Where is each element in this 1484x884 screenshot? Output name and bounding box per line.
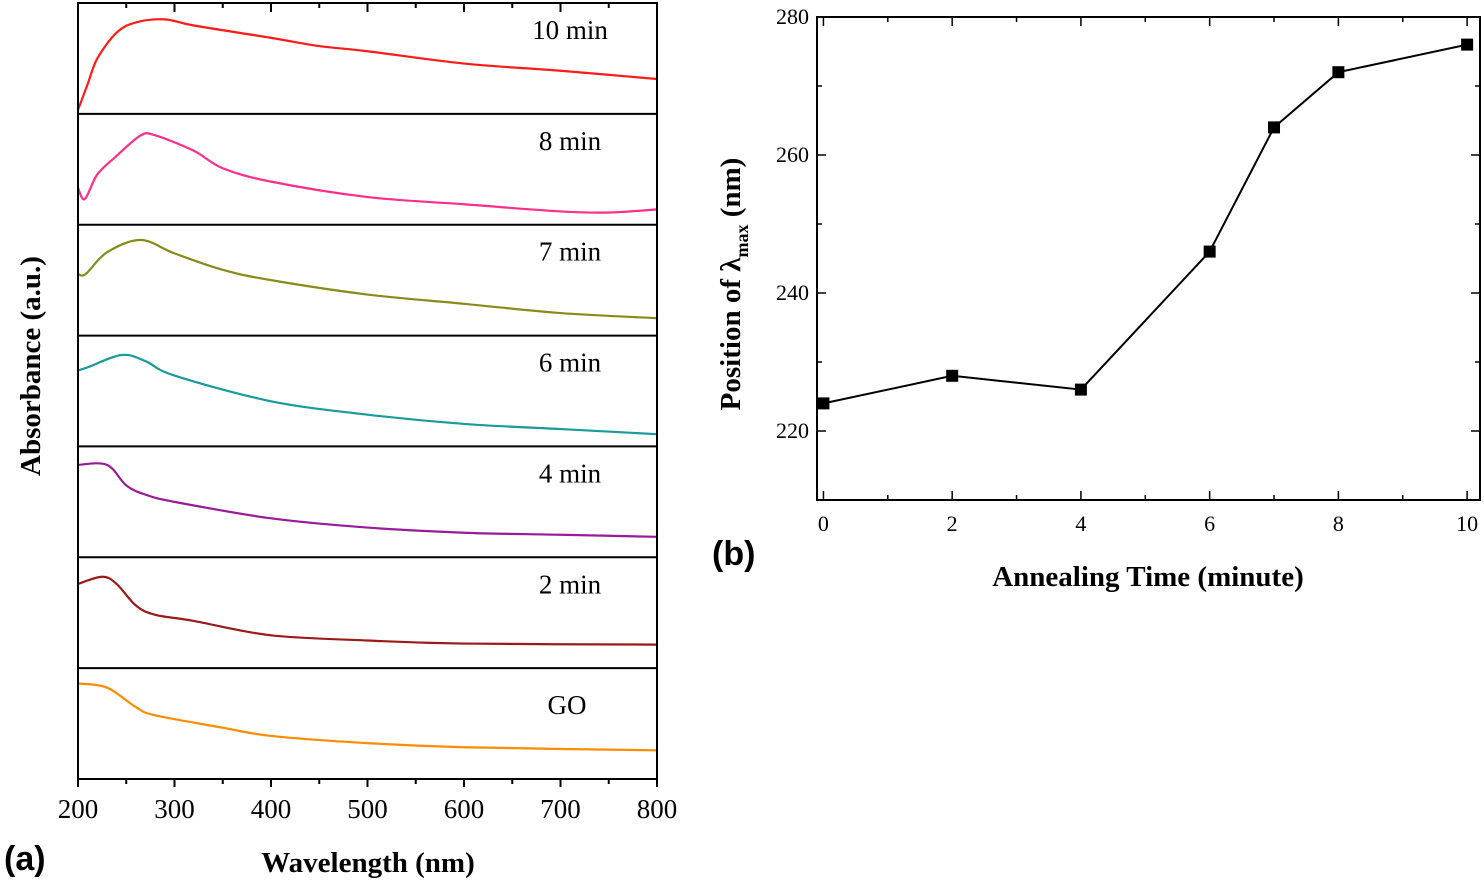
x-tick-label: 700 <box>540 794 581 824</box>
series-label: 10 min <box>532 15 608 45</box>
y-tick-label: 240 <box>776 280 809 305</box>
ylabel-suffix: (nm) <box>715 158 747 225</box>
series-line-go <box>77 682 658 752</box>
series-line-4-min <box>77 462 658 538</box>
x-tick-label: 0 <box>818 511 829 536</box>
ylabel-subscript: max <box>732 225 752 258</box>
series-line-2-min <box>77 575 658 646</box>
panel-a-y-axis-title: Absorbance (a.u.) <box>15 256 47 476</box>
panel-a-x-axis-title: Wavelength (nm) <box>261 847 474 879</box>
y-tick-label: 280 <box>776 4 809 29</box>
series-line-10-min <box>76 18 658 111</box>
data-point-marker <box>1074 383 1087 396</box>
y-tick-label: 220 <box>776 418 809 443</box>
series-label: 2 min <box>539 569 602 599</box>
series-label: 8 min <box>539 126 602 156</box>
panel-b-label: (b) <box>712 535 755 573</box>
x-tick-label: 400 <box>251 794 292 824</box>
x-tick-label: 500 <box>347 794 388 824</box>
data-line <box>823 43 1468 405</box>
x-tick-label: 200 <box>58 794 99 824</box>
plot-frame <box>816 16 1481 501</box>
x-tick-label: 6 <box>1204 511 1215 536</box>
series-line-7-min <box>77 238 658 320</box>
series-line-6-min <box>77 353 658 436</box>
panel-a: 10 min 8 min 7 min 6 min 4 min 2 min GO 200 300 4… <box>58 2 678 824</box>
ylabel-prefix: Position of λ <box>715 257 747 411</box>
panel-b-x-axis-title: Annealing Time (minute) <box>992 561 1304 593</box>
series-line-8-min <box>76 131 658 214</box>
data-point-marker <box>1203 245 1216 258</box>
series-label: 6 min <box>539 348 602 378</box>
series-label: 4 min <box>539 458 602 488</box>
series-label: 7 min <box>539 237 602 267</box>
x-tick-label: 600 <box>444 794 485 824</box>
x-tick-label: 10 <box>1456 511 1478 536</box>
x-tick-label: 800 <box>637 794 678 824</box>
x-tick-label: 300 <box>154 794 195 824</box>
x-tick-label: 2 <box>947 511 958 536</box>
data-point-marker <box>1461 38 1474 51</box>
x-tick-label: 8 <box>1333 511 1344 536</box>
data-point-marker <box>817 397 830 410</box>
panel-b: 0 2 4 6 8 10 220 240 260 280 <box>776 4 1481 536</box>
panel-a-label: (a) <box>4 840 46 878</box>
panel-b-y-axis-title: Position of λmax (nm) <box>715 158 752 411</box>
data-point-marker <box>1332 66 1345 79</box>
x-tick-label: 4 <box>1075 511 1086 536</box>
data-point-marker <box>1268 121 1281 134</box>
y-tick-label: 260 <box>776 142 809 167</box>
plot-frame <box>77 2 658 780</box>
series-label: GO <box>548 690 587 720</box>
data-point-marker <box>946 369 959 382</box>
